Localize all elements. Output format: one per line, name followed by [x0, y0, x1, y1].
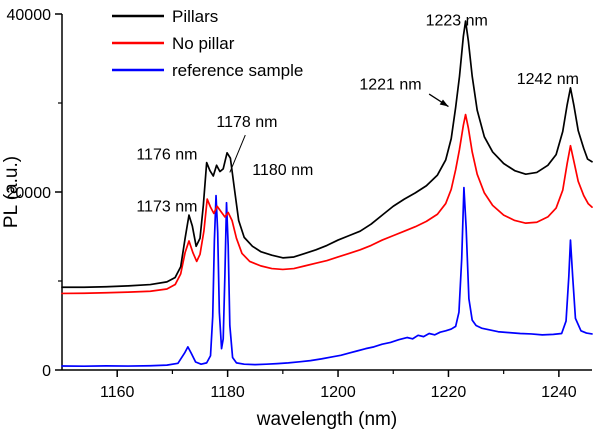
y-axis-ticks: 0 20000 40000 [7, 7, 62, 380]
peak-annotation: 1180 nm [252, 162, 313, 179]
series-line-reference-sample [61, 186, 593, 368]
annotations: 1173 nm 1176 nm 1178 nm 1180 nm 1221 nm 1223 … [136, 12, 579, 215]
y-tick-label: 40000 [7, 7, 52, 24]
x-tick-label: 1180 [210, 384, 245, 401]
peak-annotation: 1242 nm [517, 71, 579, 88]
annotation-leader-line [229, 134, 246, 173]
peak-annotation: 1178 nm [216, 114, 277, 131]
x-tick-label: 1200 [320, 384, 356, 401]
x-axis-title: wavelength (nm) [256, 409, 397, 430]
series-line-no-pillar [61, 113, 593, 295]
x-tick-label: 1220 [431, 384, 467, 401]
peak-annotation: 1223 nm [426, 12, 488, 29]
x-tick-label: 1160 [100, 384, 135, 401]
y-tick-label: 0 [42, 363, 51, 380]
legend-label: No pillar [172, 34, 235, 53]
peak-annotation: 1173 nm [136, 198, 197, 215]
legend-label: reference sample [172, 61, 303, 80]
peak-annotation: 1221 nm [359, 76, 421, 93]
series-line-pillars [61, 20, 593, 289]
annotation-arrowhead [439, 99, 449, 107]
peak-annotation: 1176 nm [136, 147, 197, 164]
x-axis-ticks: 1160 1180 1200 1220 1240 [100, 370, 577, 401]
x-tick-label: 1240 [541, 384, 577, 401]
y-tick-label: 20000 [7, 185, 52, 202]
y-axis-title: PL (a.u.) [1, 156, 22, 228]
legend-label: Pillars [172, 7, 218, 26]
legend: Pillars No pillar reference sample [112, 7, 303, 80]
